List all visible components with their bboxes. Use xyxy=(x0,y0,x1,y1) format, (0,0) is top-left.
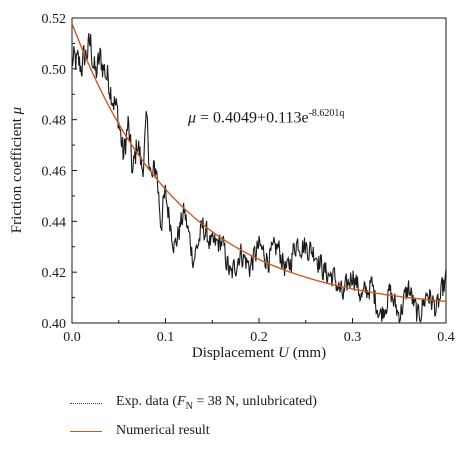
legend-label-numerical-result: Numerical result xyxy=(116,423,210,438)
y-tick-label: 0.44 xyxy=(42,215,67,230)
legend-item-exp-data: Exp. data (FN = 38 N, unlubricated) xyxy=(70,392,317,414)
y-tick-label: 0.40 xyxy=(42,317,67,332)
legend-swatch-solid xyxy=(70,430,102,432)
y-tick-label: 0.52 xyxy=(42,12,67,27)
legend-label-exp-data: Exp. data (FN = 38 N, unlubricated) xyxy=(116,394,317,412)
equation-body: = 0.4049+0.113e xyxy=(196,109,309,127)
x-tick-label: 0.1 xyxy=(157,330,175,345)
y-tick-label: 0.42 xyxy=(42,266,67,281)
exp-data-series-line xyxy=(71,32,447,323)
y-tick-label: 0.46 xyxy=(42,165,67,180)
legend: Exp. data (FN = 38 N, unlubricated) Nume… xyxy=(70,392,317,448)
equation-lhs: μ xyxy=(188,109,197,127)
x-tick-label: 0.2 xyxy=(250,330,268,345)
x-tick-label: 0.4 xyxy=(437,330,455,345)
x-tick-label: 0.0 xyxy=(63,330,81,345)
legend-item-numerical-result: Numerical result xyxy=(70,420,317,442)
plot-frame xyxy=(71,17,447,324)
x-axis-title: Displacement U (mm) xyxy=(192,345,326,361)
legend-swatch-dotted xyxy=(70,402,102,404)
y-tick-label: 0.48 xyxy=(42,114,67,129)
equation-exponent: -8.6201q xyxy=(308,108,345,119)
equation-annotation: μ = 0.4049+0.113e-8.6201q xyxy=(188,108,344,127)
y-axis-title: Friction coefficient μ xyxy=(9,106,25,233)
x-tick-label: 0.3 xyxy=(344,330,362,345)
y-tick-label: 0.50 xyxy=(42,63,67,78)
numerical-result-series-line xyxy=(71,23,447,303)
